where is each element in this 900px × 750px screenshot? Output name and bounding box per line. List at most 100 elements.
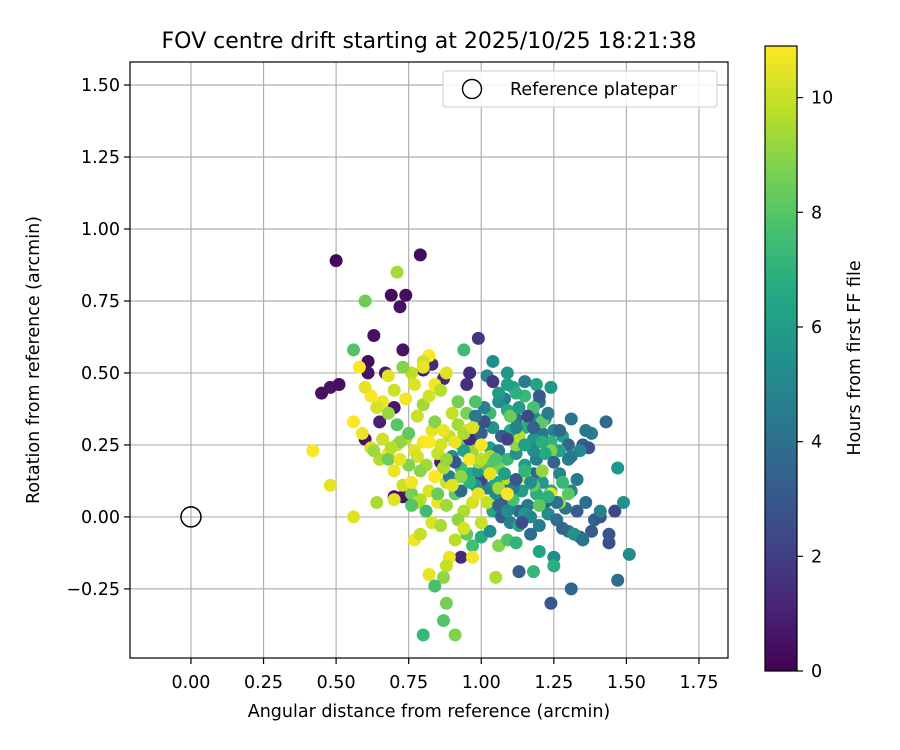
data-point [579, 424, 593, 438]
data-point [538, 447, 552, 461]
data-point [367, 444, 381, 458]
data-point [434, 383, 448, 397]
data-point [376, 432, 390, 446]
data-point [474, 438, 488, 452]
data-point [387, 464, 401, 478]
data-point [454, 550, 468, 564]
data-point [556, 521, 570, 535]
y-axis-ticks: −0.25 0.00 0.25 0.50 0.75 1.00 1.25 1.50 [66, 76, 130, 600]
y-tick-label: 1.00 [81, 220, 120, 240]
data-point [413, 527, 427, 541]
data-point [532, 389, 546, 403]
data-point [497, 467, 511, 481]
data-point [541, 490, 555, 504]
x-tick-label: 0.50 [317, 673, 356, 693]
data-point [509, 421, 523, 435]
reference-platepar-point [180, 506, 202, 528]
data-point [347, 510, 361, 524]
data-point [405, 498, 419, 512]
data-point [381, 406, 395, 420]
data-point [332, 377, 346, 391]
data-point [463, 366, 477, 380]
data-point [422, 389, 436, 403]
data-point [544, 380, 558, 394]
x-tick-label: 0.25 [244, 673, 283, 693]
x-tick-label: 1.00 [462, 673, 501, 693]
data-point [463, 452, 477, 466]
data-point [413, 464, 427, 478]
data-point [532, 519, 546, 533]
data-point [512, 565, 526, 579]
data-point [535, 464, 549, 478]
data-point [570, 472, 584, 486]
data-point [512, 401, 526, 415]
data-point [532, 544, 546, 558]
data-point [428, 470, 442, 484]
colorbar-tick-label: 4 [811, 433, 822, 453]
data-point [521, 409, 535, 423]
data-point [500, 504, 514, 518]
plot-frame [129, 61, 729, 659]
legend: Reference platepar [442, 70, 718, 108]
data-point [515, 516, 529, 530]
data-point [468, 409, 482, 423]
data-point [355, 426, 369, 440]
data-point [448, 628, 462, 642]
colorbar-tick-label: 6 [811, 318, 822, 338]
data-point [535, 435, 549, 449]
data-point [527, 565, 541, 579]
data-point [457, 521, 471, 535]
data-point [393, 452, 407, 466]
data-point [448, 533, 462, 547]
data-point [437, 614, 451, 628]
data-point [492, 386, 506, 400]
data-point [474, 452, 488, 466]
y-tick-label: −0.25 [66, 580, 120, 600]
data-point [527, 421, 541, 435]
data-point [483, 524, 497, 538]
data-point [500, 366, 514, 380]
data-point [439, 596, 453, 610]
y-tick-label: 0.75 [81, 292, 120, 312]
data-point [547, 455, 561, 469]
data-point [474, 516, 488, 530]
data-point [419, 504, 433, 518]
x-tick-label: 0.00 [171, 673, 210, 693]
data-point [529, 377, 543, 391]
data-point [611, 573, 625, 587]
data-point [422, 435, 436, 449]
data-point [489, 570, 503, 584]
data-point [561, 487, 575, 501]
data-points [306, 248, 636, 642]
data-point [602, 527, 616, 541]
x-axis-ticks: 0.00 0.25 0.50 0.75 1.00 1.25 1.50 1.75 [171, 658, 718, 693]
x-tick-label: 1.25 [534, 673, 573, 693]
data-point [445, 406, 459, 420]
data-point [384, 288, 398, 302]
y-tick-label: 0.00 [81, 508, 120, 528]
data-point [439, 366, 453, 380]
data-point [396, 343, 410, 357]
data-point [564, 412, 578, 426]
data-point [451, 395, 465, 409]
data-point [399, 288, 413, 302]
colorbar-gradient [764, 45, 798, 672]
colorbar-tick-label: 0 [811, 662, 822, 682]
data-point [471, 487, 485, 501]
data-point [454, 470, 468, 484]
data-point [564, 449, 578, 463]
data-point [570, 504, 584, 518]
data-point [323, 478, 337, 492]
data-point [390, 265, 404, 279]
chart-title: FOV centre drift starting at 2025/10/25 … [162, 29, 697, 54]
data-point [367, 329, 381, 343]
colorbar-tick-label: 2 [811, 547, 822, 567]
data-point [486, 375, 500, 389]
data-point [518, 438, 532, 452]
x-tick-label: 0.75 [389, 673, 428, 693]
data-point [358, 294, 372, 308]
data-point [387, 493, 401, 507]
data-point [445, 478, 459, 492]
data-point [373, 415, 387, 429]
data-point [608, 504, 622, 518]
